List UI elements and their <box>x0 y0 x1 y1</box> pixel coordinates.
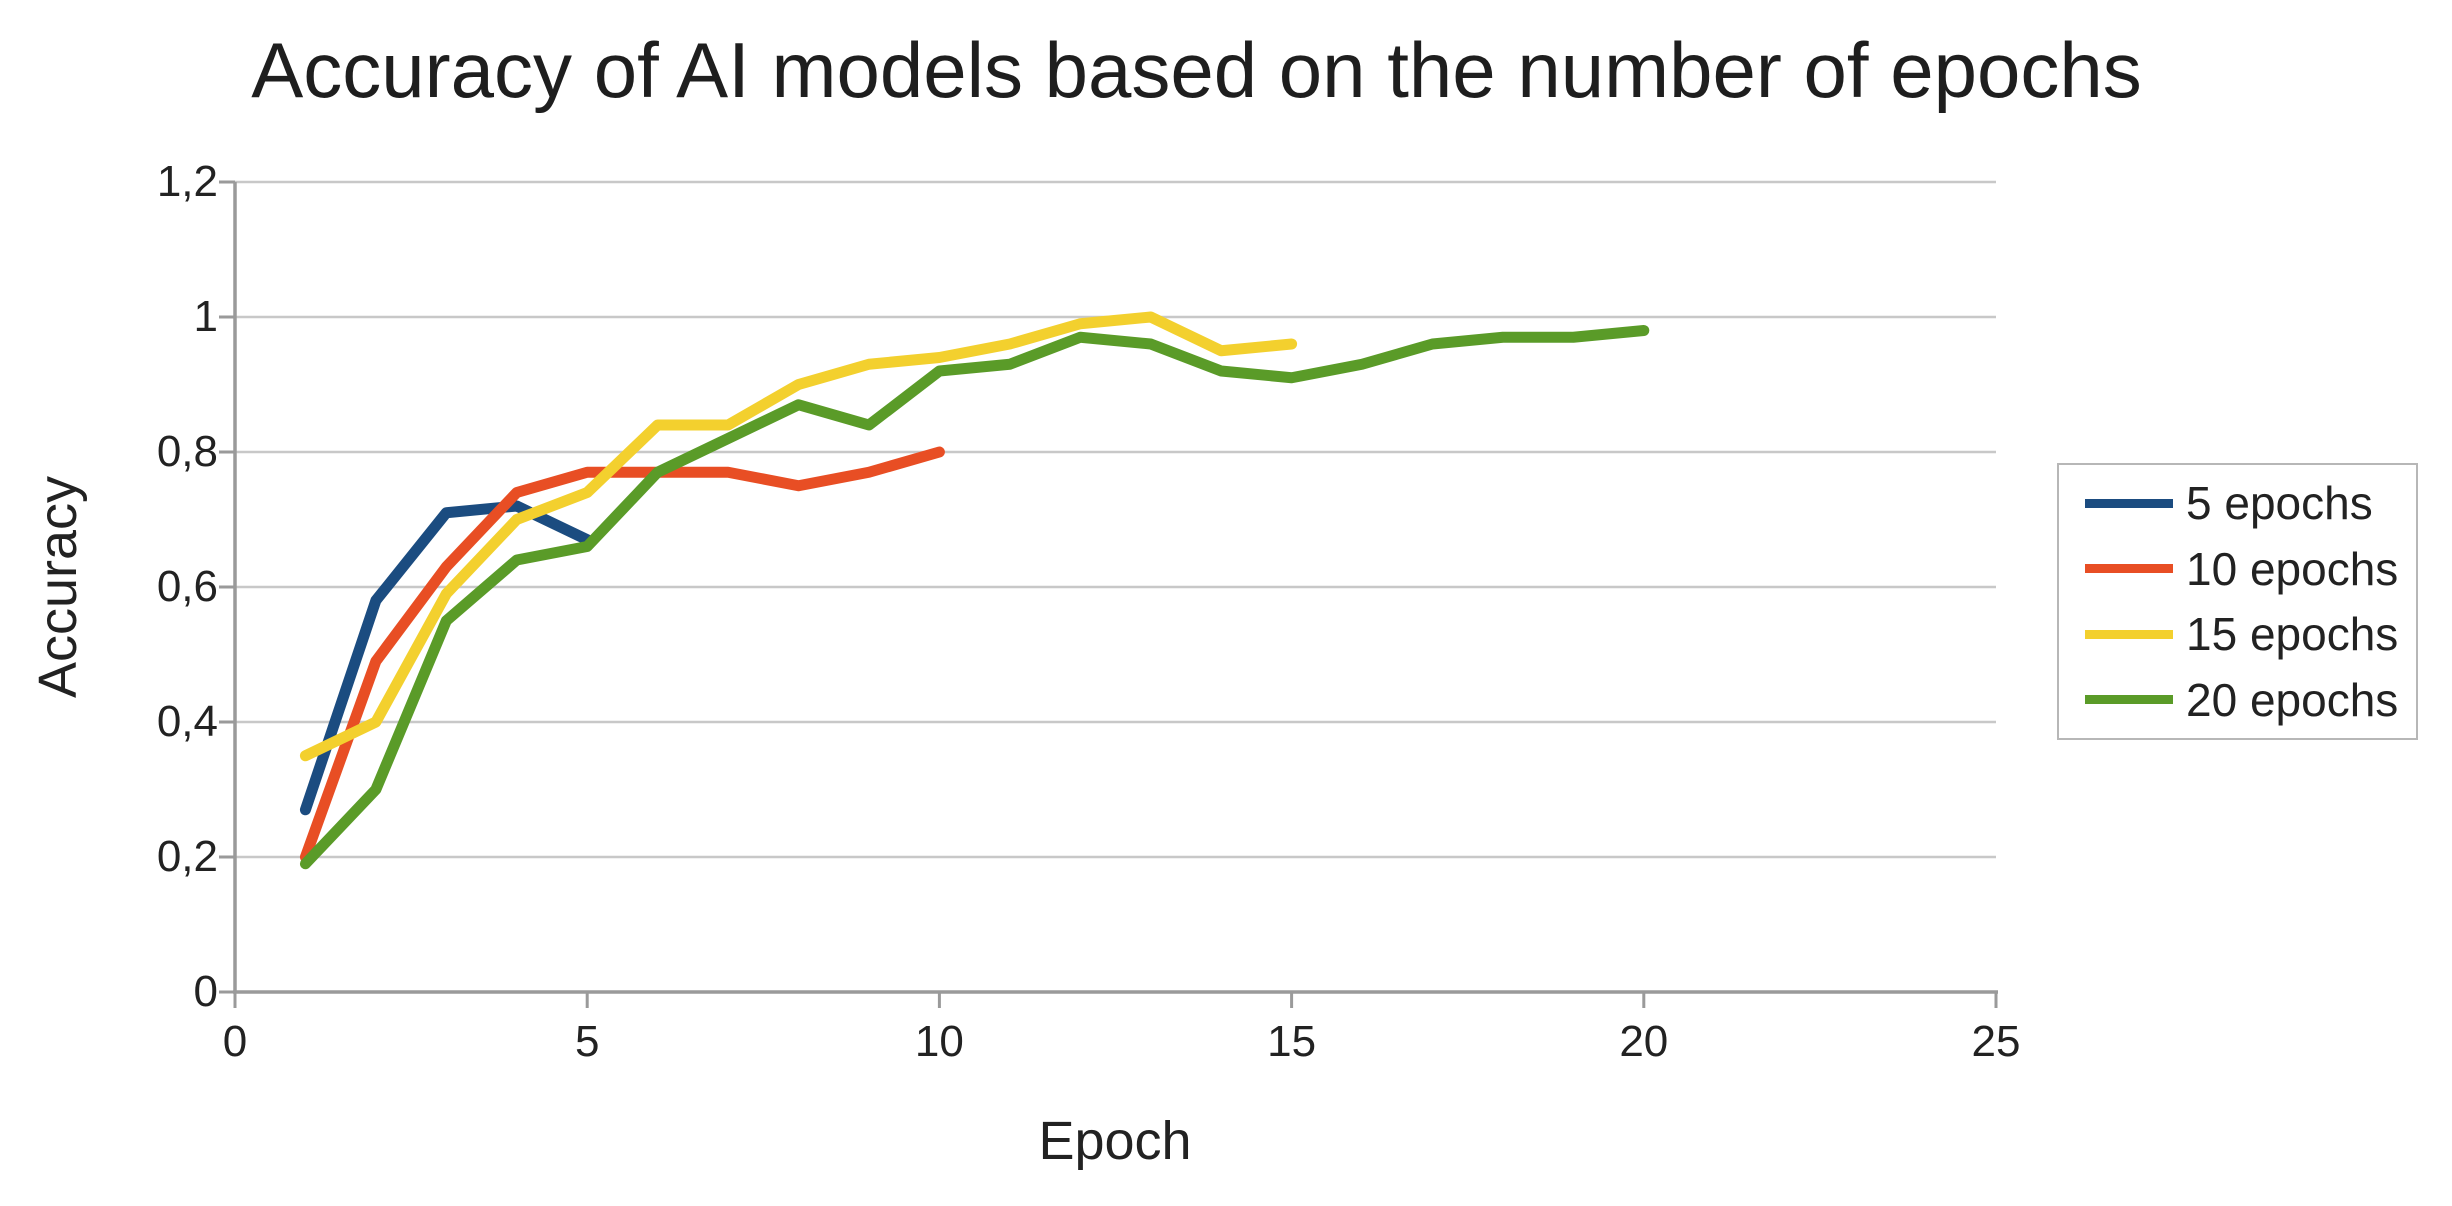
legend: 5 epochs 10 epochs 15 epochs 20 epochs <box>2057 463 2418 740</box>
y-tick-label-1: 1 <box>193 292 218 341</box>
legend-label: 20 epochs <box>2186 673 2399 726</box>
series-line-10-epochs <box>299 446 945 863</box>
legend-item-20-epochs: 20 epochs <box>2085 673 2416 727</box>
x-tick-label-20: 20 <box>1619 1017 1669 1066</box>
series-line-15-epochs <box>299 311 1298 762</box>
x-tick-label-0: 0 <box>222 1017 248 1066</box>
y-tick-label-0,8: 0,8 <box>156 427 218 476</box>
x-tick-label-15: 15 <box>1267 1017 1317 1066</box>
y-tick-label-1,2: 1,2 <box>156 157 218 206</box>
y-tick-label-0: 0 <box>193 967 218 1016</box>
legend-label: 5 epochs <box>2186 477 2373 530</box>
legend-swatch-icon <box>2085 564 2173 574</box>
x-tick-label-10: 10 <box>914 1017 964 1066</box>
legend-label: 15 epochs <box>2186 608 2399 661</box>
legend-swatch-icon <box>2085 629 2173 639</box>
x-tick-label-25: 25 <box>1971 1017 2021 1066</box>
legend-item-10-epochs: 10 epochs <box>2085 542 2416 596</box>
chart-title: Accuracy of AI models based on the numbe… <box>251 26 2142 114</box>
legend-item-5-epochs: 5 epochs <box>2085 476 2416 530</box>
legend-swatch-icon <box>2085 498 2173 508</box>
series-line-5-epochs <box>299 500 593 816</box>
y-tick-label-0,6: 0,6 <box>156 562 218 611</box>
y-tick-label-0,4: 0,4 <box>156 697 218 746</box>
legend-item-15-epochs: 15 epochs <box>2085 607 2416 661</box>
series-line-20-epochs <box>299 325 1650 870</box>
y-axis-title: Accuracy <box>28 475 88 699</box>
legend-label: 10 epochs <box>2186 542 2399 595</box>
y-tick-label-0,2: 0,2 <box>156 832 218 881</box>
x-tick-label-5: 5 <box>574 1017 600 1066</box>
x-axis-title: Epoch <box>1038 1111 1192 1171</box>
legend-swatch-icon <box>2085 695 2173 705</box>
